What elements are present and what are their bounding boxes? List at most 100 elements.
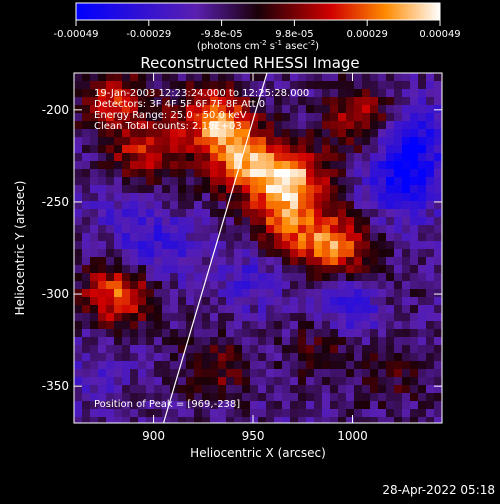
heatmap-cell bbox=[226, 313, 234, 321]
heatmap-cell bbox=[258, 257, 266, 265]
heatmap-cell bbox=[202, 89, 210, 97]
heatmap-cell bbox=[98, 241, 106, 249]
heatmap-cell bbox=[106, 273, 114, 281]
heatmap-cell bbox=[378, 361, 386, 369]
heatmap-cell bbox=[274, 289, 282, 297]
heatmap-cell bbox=[426, 185, 434, 193]
heatmap-cell bbox=[178, 177, 186, 185]
heatmap-cell bbox=[250, 177, 258, 185]
heatmap-cell bbox=[130, 113, 138, 121]
heatmap-cell bbox=[210, 281, 218, 289]
heatmap-cell bbox=[402, 417, 410, 423]
heatmap-cell bbox=[314, 409, 322, 417]
heatmap-cell bbox=[234, 273, 242, 281]
heatmap-cell bbox=[394, 329, 402, 337]
heatmap-cell bbox=[434, 265, 442, 273]
heatmap-cell bbox=[290, 249, 298, 257]
heatmap-cell bbox=[330, 273, 338, 281]
heatmap-cell bbox=[370, 193, 378, 201]
heatmap-cell bbox=[122, 177, 130, 185]
heatmap-cell bbox=[146, 257, 154, 265]
heatmap-cell bbox=[170, 321, 178, 329]
heatmap-cell bbox=[322, 409, 330, 417]
heatmap-cell bbox=[354, 89, 362, 97]
heatmap-cell bbox=[354, 345, 362, 353]
heatmap-cell bbox=[194, 161, 202, 169]
heatmap-cell bbox=[378, 345, 386, 353]
heatmap-cell bbox=[74, 329, 82, 337]
heatmap-cell bbox=[194, 377, 202, 385]
heatmap-cell bbox=[226, 105, 234, 113]
heatmap-cell bbox=[338, 289, 346, 297]
heatmap-cell bbox=[98, 289, 106, 297]
heatmap-cell bbox=[90, 345, 98, 353]
heatmap-cell bbox=[106, 169, 114, 177]
heatmap-cell bbox=[146, 81, 154, 89]
heatmap-cell bbox=[226, 121, 234, 129]
heatmap-cell bbox=[170, 313, 178, 321]
heatmap-cell bbox=[426, 161, 434, 169]
heatmap-cell bbox=[266, 257, 274, 265]
heatmap-cell bbox=[306, 265, 314, 273]
heatmap-cell bbox=[306, 105, 314, 113]
heatmap-cell bbox=[98, 393, 106, 401]
heatmap-cell bbox=[330, 121, 338, 129]
heatmap-cell bbox=[114, 105, 122, 113]
heatmap-cell bbox=[378, 225, 386, 233]
heatmap-cell bbox=[170, 97, 178, 105]
heatmap-cell bbox=[82, 273, 90, 281]
heatmap-cell bbox=[410, 337, 418, 345]
heatmap-cell bbox=[330, 217, 338, 225]
heatmap-cell bbox=[186, 161, 194, 169]
heatmap-cell bbox=[290, 393, 298, 401]
heatmap-cell bbox=[330, 161, 338, 169]
heatmap-cell bbox=[426, 289, 434, 297]
heatmap-cell bbox=[218, 257, 226, 265]
heatmap-cell bbox=[370, 177, 378, 185]
heatmap-cell bbox=[394, 313, 402, 321]
heatmap-cell bbox=[418, 417, 426, 423]
heatmap-cell bbox=[330, 153, 338, 161]
heatmap-cell bbox=[322, 113, 330, 121]
heatmap-cell bbox=[290, 209, 298, 217]
heatmap-cell bbox=[274, 353, 282, 361]
heatmap-cell bbox=[274, 249, 282, 257]
heatmap-cell bbox=[178, 97, 186, 105]
heatmap-cell bbox=[106, 193, 114, 201]
heatmap-cell bbox=[130, 273, 138, 281]
heatmap-cell bbox=[258, 89, 266, 97]
heatmap-cell bbox=[330, 81, 338, 89]
heatmap-cell bbox=[418, 337, 426, 345]
heatmap-cell bbox=[290, 241, 298, 249]
heatmap-cell bbox=[346, 217, 354, 225]
heatmap-cell bbox=[290, 353, 298, 361]
heatmap-cell bbox=[410, 137, 418, 145]
heatmap-cell bbox=[394, 129, 402, 137]
heatmap-cell bbox=[306, 225, 314, 233]
heatmap-cell bbox=[362, 129, 370, 137]
heatmap-cell bbox=[194, 73, 202, 81]
heatmap-cell bbox=[210, 313, 218, 321]
heatmap-cell bbox=[418, 97, 426, 105]
heatmap-cell bbox=[162, 249, 170, 257]
heatmap-cell bbox=[234, 105, 242, 113]
heatmap-cell bbox=[274, 361, 282, 369]
heatmap-cell bbox=[106, 225, 114, 233]
heatmap-cell bbox=[354, 73, 362, 81]
heatmap-cell bbox=[82, 361, 90, 369]
heatmap-cell bbox=[370, 225, 378, 233]
heatmap-cell bbox=[210, 145, 218, 153]
heatmap-cell bbox=[186, 385, 194, 393]
heatmap-cell bbox=[322, 193, 330, 201]
heatmap-cell bbox=[250, 169, 258, 177]
heatmap-cell bbox=[306, 73, 314, 81]
heatmap-cell bbox=[290, 257, 298, 265]
heatmap-cell bbox=[434, 305, 442, 313]
heatmap-cell bbox=[162, 265, 170, 273]
heatmap-cell bbox=[146, 353, 154, 361]
chart-title: Reconstructed RHESSI Image bbox=[140, 54, 359, 72]
heatmap-cell bbox=[226, 273, 234, 281]
heatmap-cell bbox=[178, 73, 186, 81]
heatmap-cell bbox=[194, 393, 202, 401]
heatmap-cell bbox=[290, 265, 298, 273]
